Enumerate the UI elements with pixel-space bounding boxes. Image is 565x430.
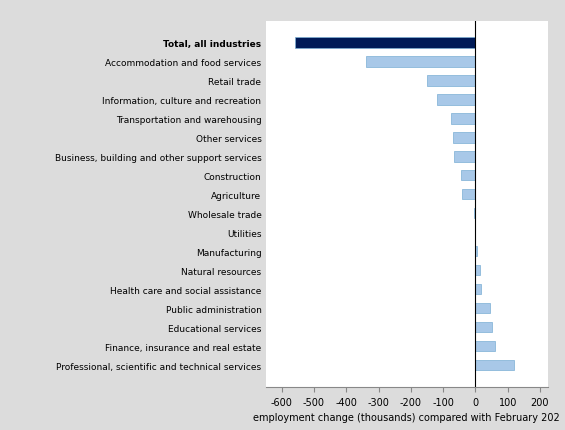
Bar <box>474 209 475 219</box>
Bar <box>437 95 475 105</box>
Bar <box>475 360 514 370</box>
Bar <box>451 114 475 124</box>
Bar <box>475 341 495 351</box>
Bar <box>475 284 481 295</box>
Bar <box>463 190 475 200</box>
Bar <box>453 133 475 143</box>
Bar <box>294 38 475 49</box>
Bar <box>475 322 492 332</box>
Bar <box>454 152 475 162</box>
Bar <box>475 265 480 276</box>
Bar <box>475 303 490 313</box>
Bar <box>366 57 475 68</box>
Bar <box>475 246 477 257</box>
X-axis label: employment change (thousands) compared with February 202: employment change (thousands) compared w… <box>254 412 560 422</box>
Bar <box>427 76 475 86</box>
Bar <box>461 171 475 181</box>
